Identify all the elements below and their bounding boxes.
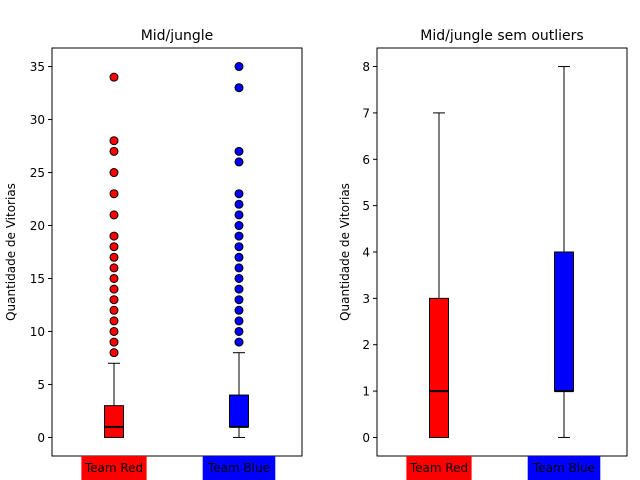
team-red-outlier-point — [109, 168, 119, 178]
team-red-outlier-point — [109, 295, 119, 305]
team-red-label-background — [81, 456, 147, 480]
team-blue-outlier-point — [234, 157, 244, 167]
y-tick-label: 25 — [30, 166, 45, 180]
team-red-outlier-point — [109, 210, 119, 220]
team-red-outlier-point — [109, 146, 119, 156]
team-red-label-background — [406, 456, 472, 480]
team-red-outlier-point — [109, 252, 119, 262]
left-plot-marks — [104, 62, 249, 438]
y-tick-label: 5 — [362, 199, 370, 213]
team-red-outlier-point — [109, 189, 119, 199]
team-blue-outlier-point — [234, 189, 244, 199]
left-x-labels: Team Red Team Blue — [81, 456, 276, 480]
y-tick-label: 15 — [30, 272, 45, 286]
team-blue-outlier-point — [234, 221, 244, 231]
team-red-outlier-point — [109, 242, 119, 252]
y-tick-label: 30 — [30, 113, 45, 127]
y-tick-label: 5 — [37, 378, 45, 392]
team-blue-outlier-point — [234, 305, 244, 315]
team-red-outlier-point — [109, 326, 119, 336]
right-plot-frame — [376, 47, 628, 457]
right-y-ticks: 0 1 2 3 4 5 6 7 8 — [362, 60, 377, 445]
right-y-axis-label: Quantidade de Vitorias — [338, 183, 352, 321]
team-blue-outlier-point — [234, 62, 244, 72]
team-red-outlier-point — [109, 305, 119, 315]
team-blue-x-label: Team Blue — [207, 461, 270, 475]
right-boxplot-panel: Mid/jungle sem outliers Quantidade de Vi… — [338, 28, 628, 480]
team-blue-outlier-point — [234, 83, 244, 93]
y-tick-label: 3 — [362, 292, 370, 306]
team-blue-outlier-point — [234, 146, 244, 156]
y-tick-label: 0 — [37, 431, 45, 445]
team-blue-outlier-point — [234, 210, 244, 220]
team-blue-box — [554, 251, 574, 392]
team-blue-outlier-point — [234, 242, 244, 252]
left-plot-frame — [51, 47, 303, 457]
team-red-box — [104, 405, 124, 438]
team-red-x-label: Team Red — [84, 461, 143, 475]
team-blue-x-label: Team Blue — [532, 461, 595, 475]
team-blue-label-background — [202, 456, 276, 480]
left-boxplot-panel: Mid/jungle Quantidade de Vitorias 0 5 10 15… — [4, 28, 303, 480]
team-blue-outlier-point — [234, 252, 244, 262]
team-red-outlier-point — [109, 136, 119, 146]
right-plot-marks — [429, 66, 574, 438]
y-tick-label: 20 — [30, 219, 45, 233]
team-red-outlier-point — [109, 337, 119, 347]
y-tick-label: 2 — [362, 338, 370, 352]
left-y-ticks: 0 5 10 15 20 25 30 35 — [30, 60, 52, 445]
team-red-outlier-point — [109, 72, 119, 82]
team-blue-outlier-point — [234, 273, 244, 283]
left-panel-title: Mid/jungle — [141, 28, 214, 44]
y-tick-label: 35 — [30, 60, 45, 74]
team-blue-outlier-point — [234, 263, 244, 273]
team-blue-outlier-point — [234, 284, 244, 294]
y-tick-label: 7 — [362, 106, 370, 120]
team-blue-outlier-point — [234, 231, 244, 241]
y-tick-label: 6 — [362, 153, 370, 167]
y-tick-label: 0 — [362, 431, 370, 445]
team-blue-outlier-point — [234, 316, 244, 326]
y-tick-label: 1 — [362, 385, 370, 399]
y-tick-label: 8 — [362, 60, 370, 74]
team-red-box — [429, 297, 449, 438]
team-red-outlier-point — [109, 348, 119, 358]
team-red-outlier-point — [109, 273, 119, 283]
team-blue-outlier-point — [234, 199, 244, 209]
team-red-outlier-point — [109, 231, 119, 241]
team-blue-box — [229, 394, 249, 428]
team-blue-outlier-point — [234, 295, 244, 305]
team-blue-outlier-point — [234, 326, 244, 336]
team-red-outlier-point — [109, 284, 119, 294]
left-y-axis-label: Quantidade de Vitorias — [4, 183, 18, 321]
team-red-outlier-point — [109, 263, 119, 273]
y-tick-label: 10 — [30, 325, 45, 339]
team-blue-outlier-point — [234, 337, 244, 347]
y-tick-label: 4 — [362, 246, 370, 260]
right-panel-title: Mid/jungle sem outliers — [420, 28, 583, 44]
team-red-x-label: Team Red — [409, 461, 468, 475]
team-blue-label-background — [527, 456, 601, 480]
right-x-labels: Team Red Team Blue — [406, 456, 601, 480]
team-red-outlier-point — [109, 316, 119, 326]
